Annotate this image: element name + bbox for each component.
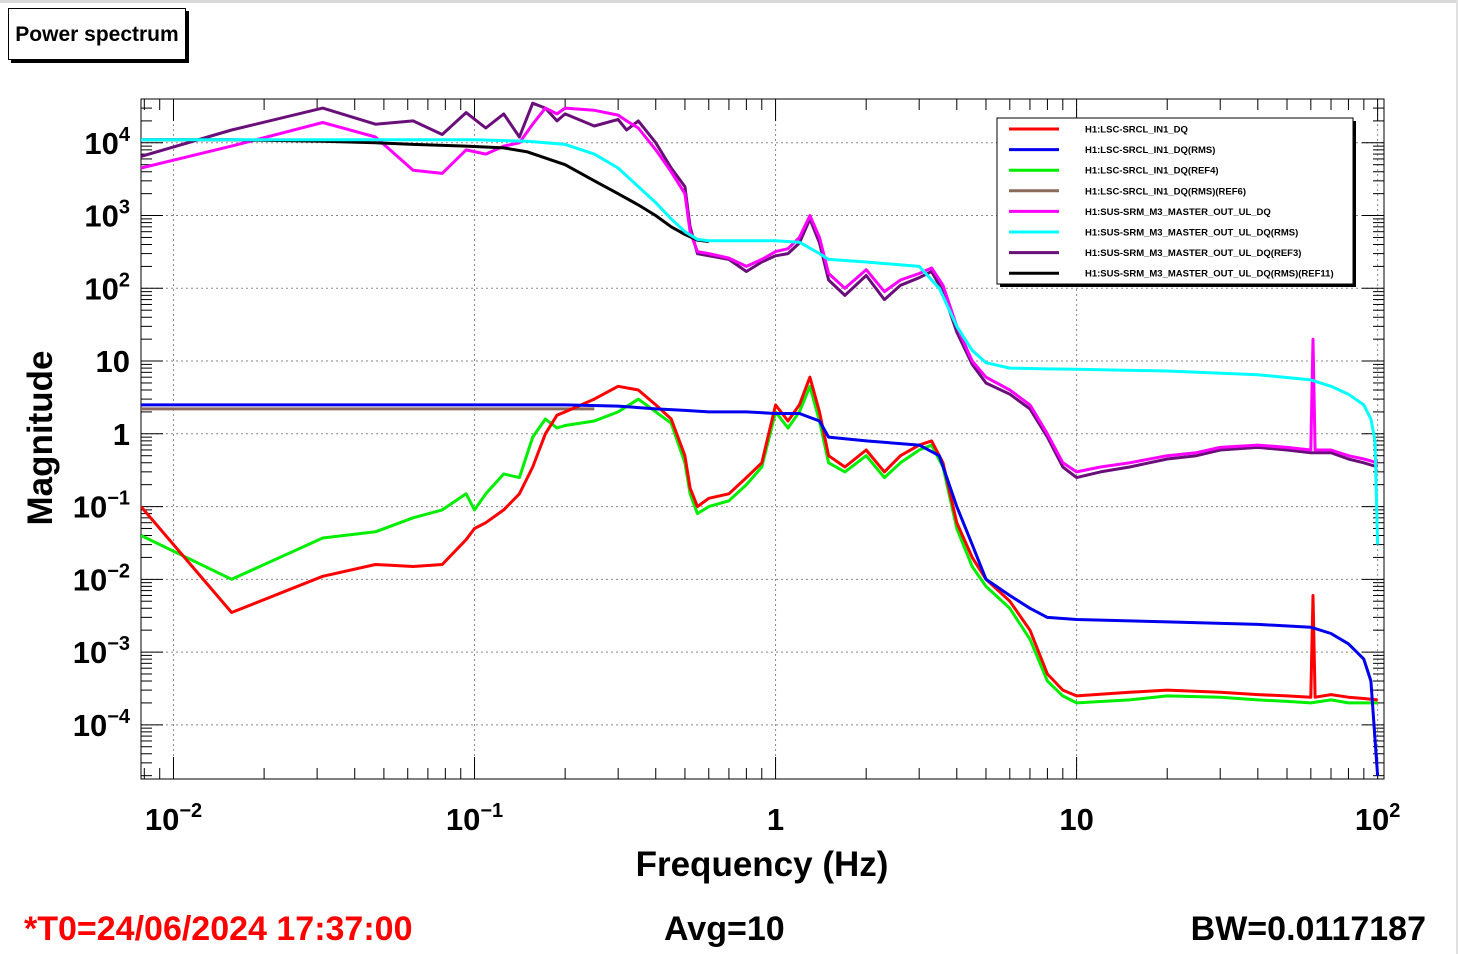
series-line-7 [141, 403, 1380, 776]
footer-bandwidth: BW=0.0117187 [1190, 910, 1426, 948]
x-tick-label: 10 [1059, 802, 1093, 837]
legend-entry-label: H1:LSC-SRCL_IN1_DQ [1085, 125, 1188, 136]
legend-entry-label: H1:LSC-SRCL_IN1_DQ(REF4) [1085, 166, 1219, 177]
series-line-6 [141, 375, 1378, 702]
y-tick-label: 10−4 [73, 706, 131, 743]
footer-averages: Avg=10 [664, 910, 785, 948]
legend-entry-label: H1:SUS-SRM_M3_MASTER_OUT_UL_DQ [1085, 207, 1271, 218]
y-tick-label: 10 [96, 344, 130, 379]
legend-entry-label: H1:SUS-SRM_M3_MASTER_OUT_UL_DQ(RMS) [1085, 228, 1298, 239]
window-right-border [1456, 0, 1458, 954]
y-tick-label: 102 [84, 269, 130, 306]
y-tick-label: 1 [113, 417, 130, 452]
y-tick-label: 103 [84, 197, 130, 234]
x-axis-label: Frequency (Hz) [636, 845, 889, 884]
legend-entry-label: H1:LSC-SRCL_IN1_DQ(RMS) [1085, 145, 1215, 156]
window-top-border [0, 0, 1458, 3]
series-line-3 [141, 138, 1380, 545]
x-tick-label: 10−2 [145, 800, 202, 837]
y-tick-label: 104 [84, 124, 130, 161]
legend-entry-label: H1:SUS-SRM_M3_MASTER_OUT_UL_DQ(REF3) [1085, 248, 1301, 259]
series-line-0 [141, 101, 1379, 480]
legend-entry-label: H1:LSC-SRCL_IN1_DQ(RMS)(REF6) [1085, 186, 1246, 197]
x-tick-label: 10−1 [446, 800, 503, 837]
series-line-2 [141, 138, 709, 243]
x-tick-label: 1 [767, 802, 784, 837]
series-line-1 [141, 106, 1378, 474]
series-line-5 [141, 384, 1378, 705]
legend-box [996, 117, 1354, 285]
footer-t0-timestamp: *T0=24/06/2024 17:37:00 [24, 910, 413, 948]
power-spectrum-title-button[interactable]: Power spectrum [8, 8, 186, 60]
y-tick-label: 10−3 [73, 633, 130, 670]
y-tick-label: 10−2 [73, 560, 130, 597]
legend-entry-label: H1:SUS-SRM_M3_MASTER_OUT_UL_DQ(RMS)(REF1… [1085, 269, 1334, 280]
y-tick-label: 10−1 [73, 488, 130, 525]
y-axis-label: Magnitude [21, 351, 60, 526]
x-tick-label: 102 [1355, 800, 1401, 837]
